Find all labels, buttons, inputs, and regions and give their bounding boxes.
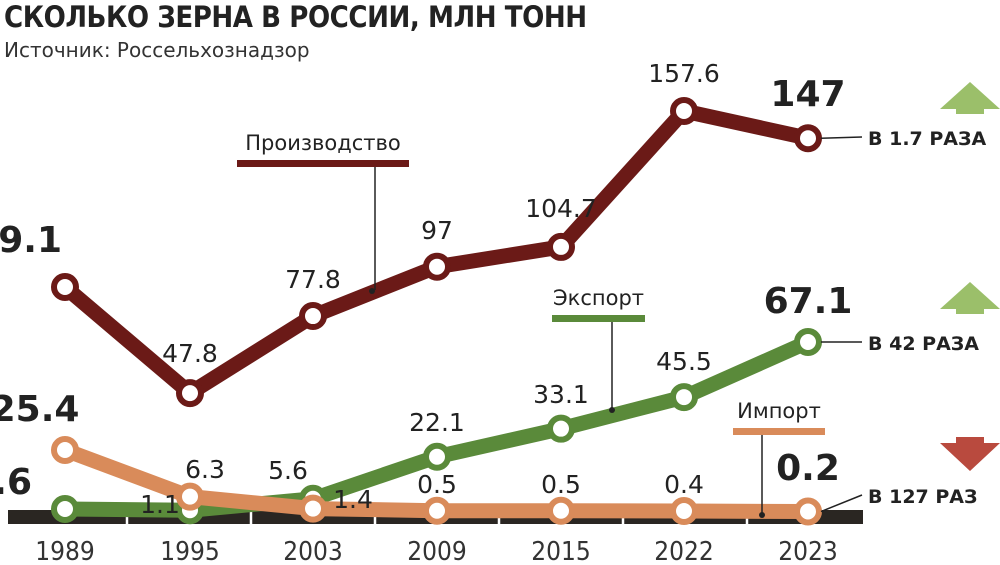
series-name-label: Экспорт [553, 286, 644, 310]
data-label: 104.7 [525, 194, 597, 223]
leader-dot [369, 288, 375, 294]
data-labels-import: 25.4 6.3 1.4 0.5 0.5 0.4 0.2 [0, 389, 840, 514]
data-labels-production: 89.1 47.8 77.8 97 104.7 157.6 147 [0, 59, 846, 368]
x-tick-label: 2009 [407, 537, 467, 565]
up-arrow-icon [940, 282, 1000, 314]
change-label: В 127 РАЗ [868, 486, 978, 508]
leader-dot [759, 512, 765, 518]
data-point [423, 442, 451, 471]
series-name-bar [733, 428, 825, 435]
data-point [670, 97, 698, 125]
change-label: В 42 РАЗА [868, 333, 979, 355]
series-import [51, 436, 822, 526]
change-label: В 1.7 РАЗА [868, 128, 986, 150]
data-point [423, 496, 451, 525]
data-label: 157.6 [648, 59, 720, 88]
callout-line [820, 494, 863, 513]
data-point [423, 252, 451, 281]
data-label: 6.3 [185, 455, 225, 484]
data-point [176, 482, 204, 511]
x-tick-label: 1995 [160, 537, 220, 565]
series-name-bar [552, 315, 645, 322]
x-tick-label: 2015 [531, 537, 591, 565]
series-name-export: Экспорт [552, 286, 645, 413]
data-point [547, 232, 575, 261]
x-tick-label: 2022 [654, 537, 714, 565]
data-point [176, 379, 204, 408]
data-point [670, 497, 698, 526]
change-callout-import: В 127 РАЗ [820, 437, 1000, 513]
x-axis-ticks: 1989 1995 2003 2009 2015 2022 2023 [35, 537, 838, 565]
data-label: 89.1 [0, 220, 62, 261]
data-label: 97 [421, 216, 453, 245]
data-point [547, 414, 575, 443]
data-label: 5.6 [268, 456, 308, 485]
data-label: 0.5 [541, 470, 581, 499]
data-label: 25.4 [0, 389, 79, 430]
data-label: 45.5 [656, 347, 712, 376]
data-point [51, 436, 79, 464]
data-label: 0.5 [417, 470, 457, 499]
data-point [794, 497, 822, 526]
chart-title: СКОЛЬКО ЗЕРНА В РОССИИ, МЛН ТОНН [4, 0, 587, 34]
data-point [51, 273, 79, 301]
data-label: 0.4 [664, 470, 704, 499]
callout-line [820, 136, 863, 139]
change-callout-production: В 1.7 РАЗА [820, 82, 1000, 150]
data-labels-export: 1.6 1.1 5.6 22.1 33.1 45.5 67.1 [0, 281, 852, 519]
data-label: 77.8 [285, 265, 341, 294]
x-tick-label: 2023 [778, 537, 838, 565]
series-name-label: Импорт [737, 399, 821, 423]
data-point [547, 496, 575, 525]
data-point [299, 494, 327, 523]
data-label: 47.8 [162, 339, 218, 368]
series-name-import: Импорт [733, 399, 825, 518]
up-arrow-icon [940, 82, 1000, 114]
x-tick-label: 1989 [35, 537, 95, 565]
down-arrow-icon [940, 437, 1000, 471]
x-tick-label: 2003 [283, 537, 343, 565]
data-point [299, 302, 327, 331]
series-name-label: Производство [245, 131, 401, 155]
series-name-bar [237, 160, 409, 167]
data-label: 33.1 [533, 380, 589, 409]
data-point [794, 124, 822, 153]
data-point [794, 328, 822, 356]
data-point [51, 495, 79, 523]
data-label: 22.1 [409, 408, 465, 437]
change-callout-export: В 42 РАЗА [821, 282, 1000, 355]
series-production [51, 97, 822, 408]
data-label: 1.1 [140, 490, 180, 519]
data-label: 1.6 [0, 462, 32, 503]
data-point [670, 383, 698, 412]
data-label: 0.2 [776, 448, 840, 489]
data-label: 1.4 [333, 485, 373, 514]
leader-dot [609, 407, 615, 413]
chart-source: Источник: Россельхознадзор [4, 38, 310, 62]
series-name-production: Производство [237, 131, 409, 294]
data-label: 147 [770, 74, 845, 115]
data-label: 67.1 [764, 281, 853, 322]
